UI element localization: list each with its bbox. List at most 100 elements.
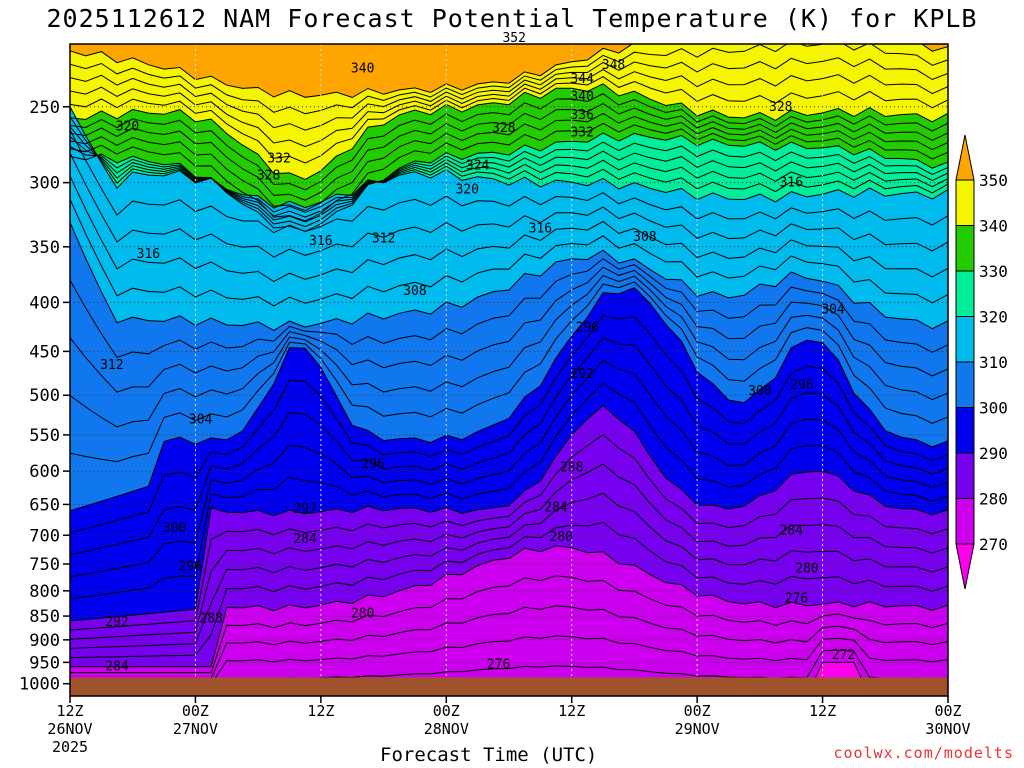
colorbar-swatch bbox=[955, 225, 975, 272]
y-tick-label: 450 bbox=[29, 342, 60, 362]
contour-label: 332 bbox=[570, 126, 593, 141]
x-tick-label: 12Z bbox=[56, 702, 83, 720]
colorbar-label: 350 bbox=[979, 171, 1008, 190]
contour-line bbox=[70, 275, 948, 428]
contour-label: 300 bbox=[163, 521, 186, 536]
plot-frame bbox=[69, 43, 949, 697]
contour-label: 328 bbox=[257, 169, 280, 184]
x-tick-label: 00Z bbox=[433, 702, 460, 720]
contour-label: 296 bbox=[361, 457, 384, 472]
contour-label: 284 bbox=[293, 532, 317, 547]
contour-line-350 bbox=[70, 44, 948, 99]
contour-line bbox=[70, 175, 948, 283]
contour-line bbox=[70, 76, 948, 164]
contour-line bbox=[70, 57, 948, 131]
contour-line bbox=[70, 434, 948, 631]
y-tick-label: 800 bbox=[29, 582, 60, 602]
y-tick-label: 750 bbox=[29, 555, 60, 575]
contour-label: 304 bbox=[821, 303, 845, 318]
contour-label: 344 bbox=[570, 72, 594, 87]
x-tick-label: 27NOV bbox=[173, 720, 218, 738]
colorbar-bottom-arrow bbox=[955, 543, 975, 590]
y-tick-label: 850 bbox=[29, 607, 60, 627]
contour-line-340 bbox=[70, 83, 948, 180]
contour-label: 316 bbox=[309, 234, 332, 249]
contour-line bbox=[70, 103, 948, 201]
contour-label: 312 bbox=[372, 231, 395, 246]
y-tick-label: 500 bbox=[29, 386, 60, 406]
x-tick-label: 2025 bbox=[52, 738, 88, 756]
contour-line bbox=[70, 605, 948, 679]
colorbar-top-arrow bbox=[955, 134, 975, 181]
contour-label: 348 bbox=[602, 58, 625, 73]
x-tick-label: 28NOV bbox=[424, 720, 469, 738]
colorbar-label: 340 bbox=[979, 217, 1008, 236]
contour-label: 292 bbox=[570, 367, 593, 382]
contour-label: 304 bbox=[189, 412, 213, 427]
contour-label: 316 bbox=[529, 222, 552, 237]
contour-line bbox=[70, 575, 948, 674]
contour-line bbox=[70, 152, 948, 258]
colorbar-swatch bbox=[955, 361, 975, 408]
x-tick-label: 30NOV bbox=[925, 720, 970, 738]
contour-line bbox=[70, 382, 948, 600]
x-tick-label: 00Z bbox=[182, 702, 209, 720]
x-tick-label: 00Z bbox=[934, 702, 961, 720]
contour-line bbox=[70, 521, 948, 659]
contour-label: 296 bbox=[576, 321, 599, 336]
contour-label: 352 bbox=[502, 31, 525, 46]
contour-label: 296 bbox=[178, 560, 201, 575]
contour-label: 272 bbox=[832, 648, 855, 663]
colorbar-swatch bbox=[955, 316, 975, 363]
contour-line bbox=[70, 93, 948, 191]
contour-line bbox=[70, 635, 948, 685]
x-tick-label: 26NOV bbox=[47, 720, 92, 738]
contour-line bbox=[70, 69, 948, 148]
colorbar-label: 310 bbox=[979, 353, 1008, 372]
y-tick-label: 700 bbox=[29, 526, 60, 546]
contour-label: 320 bbox=[455, 183, 478, 198]
contour-label: 316 bbox=[779, 176, 802, 191]
contour-label: 328 bbox=[492, 121, 515, 136]
colorbar-swatch bbox=[955, 407, 975, 454]
contour-label: 292 bbox=[293, 502, 316, 517]
contour-label: 324 bbox=[466, 159, 490, 174]
x-tick-label: 29NOV bbox=[675, 720, 720, 738]
y-tick-label: 400 bbox=[29, 293, 60, 313]
contour-label: 288 bbox=[560, 461, 583, 476]
contour-line bbox=[70, 281, 948, 463]
contour-label: 276 bbox=[487, 658, 510, 673]
y-tick-label: 300 bbox=[29, 174, 60, 194]
y-tick-label: 550 bbox=[29, 426, 60, 446]
contour-label: 308 bbox=[633, 230, 656, 245]
contour-line bbox=[70, 359, 948, 578]
contour-line bbox=[70, 129, 948, 234]
x-axis-label: Forecast Time (UTC) bbox=[380, 744, 598, 766]
contour-label: 284 bbox=[105, 660, 129, 675]
contour-label: 316 bbox=[137, 247, 160, 262]
contour-line bbox=[70, 112, 948, 212]
contour-label: 312 bbox=[100, 358, 123, 373]
contour-label: 336 bbox=[570, 108, 593, 123]
colorbar-label: 330 bbox=[979, 262, 1008, 281]
contour-line bbox=[70, 463, 948, 640]
contour-line-330 bbox=[70, 132, 948, 232]
colorbar-label: 300 bbox=[979, 399, 1008, 418]
contour-label: 288 bbox=[199, 612, 222, 627]
contour-label: 280 bbox=[351, 607, 374, 622]
colorbar-label: 290 bbox=[979, 444, 1008, 463]
contour-line bbox=[70, 314, 948, 534]
chart-title: 2025112612 NAM Forecast Potential Temper… bbox=[46, 4, 978, 33]
contour-line-300 bbox=[70, 287, 948, 512]
contour-label: 320 bbox=[116, 119, 139, 134]
colorbar-swatch bbox=[955, 498, 975, 545]
site-credit: coolwx.com/modelts bbox=[833, 744, 1014, 762]
contour-line-310 bbox=[70, 222, 948, 331]
y-tick-label: 350 bbox=[29, 238, 60, 258]
y-tick-label: 650 bbox=[29, 495, 60, 515]
y-tick-label: 900 bbox=[29, 631, 60, 651]
contour-label: 284 bbox=[544, 501, 568, 516]
contour-line bbox=[70, 266, 948, 393]
y-tick-label: 1000 bbox=[19, 675, 60, 695]
